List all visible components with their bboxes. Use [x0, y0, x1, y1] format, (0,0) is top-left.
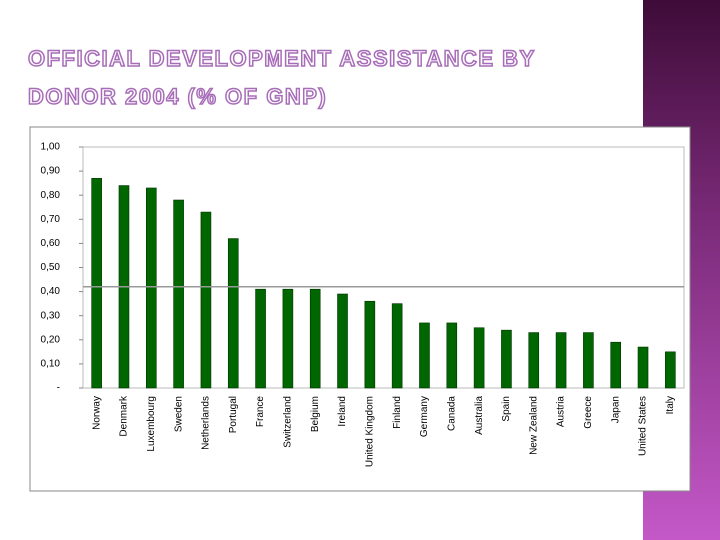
- x-tick-label: Sweden: [173, 396, 184, 432]
- bar: [337, 293, 348, 389]
- bar: [419, 322, 430, 389]
- y-tick-label: 0,20: [41, 334, 61, 345]
- bar: [446, 322, 458, 389]
- bar: [473, 327, 485, 389]
- bar: [173, 199, 184, 389]
- x-tick-label: Finland: [392, 396, 403, 429]
- x-tick-label: Netherlands: [201, 396, 212, 450]
- bar: [610, 341, 622, 389]
- y-tick-label: 1,00: [41, 142, 61, 153]
- x-tick-label: Canada: [446, 396, 457, 431]
- bar: [391, 303, 403, 389]
- bar: [145, 187, 157, 389]
- x-tick-label: Austria: [556, 396, 567, 428]
- bar: [200, 211, 212, 389]
- x-tick-label: Luxembourg: [146, 396, 157, 452]
- y-tick-label: 0,90: [41, 166, 61, 177]
- x-tick-label: United States: [638, 396, 649, 456]
- x-tick-label: Switzerland: [283, 396, 294, 448]
- bar: [282, 288, 294, 389]
- y-tick-label: 0,10: [41, 359, 61, 370]
- y-tick-label: 0,60: [41, 238, 61, 249]
- x-tick-label: United Kingdom: [364, 396, 375, 467]
- bar: [637, 346, 649, 389]
- bar: [364, 300, 376, 389]
- bar: [583, 332, 594, 389]
- bar: [309, 288, 321, 389]
- x-tick-label: Ireland: [337, 396, 348, 427]
- x-tick-label: Denmark: [119, 395, 130, 437]
- x-tick-label: France: [255, 396, 266, 428]
- x-tick-label: Germany: [419, 396, 430, 437]
- bar: [501, 329, 512, 389]
- x-tick-label: Greece: [583, 396, 594, 429]
- x-tick-label: Australia: [474, 396, 485, 435]
- x-tick-label: Japan: [610, 396, 621, 423]
- y-tick-label: 0,30: [41, 310, 61, 321]
- y-tick-label: -: [57, 383, 60, 394]
- chart-title: OFFICIAL DEVELOPMENT ASSISTANCE BY DONOR…: [27, 45, 536, 110]
- bar: [528, 332, 540, 389]
- bar: [555, 332, 567, 389]
- bar: [91, 178, 102, 389]
- bar: [227, 238, 239, 389]
- x-tick-label: Italy: [665, 396, 676, 414]
- chart-frame: [29, 126, 691, 492]
- y-tick-label: 0,50: [41, 262, 61, 273]
- bar: [665, 351, 676, 389]
- y-tick-label: 0,70: [41, 214, 61, 225]
- bar: [255, 288, 266, 389]
- x-tick-label: Belgium: [310, 396, 321, 432]
- x-tick-label: Norway: [91, 396, 102, 430]
- x-tick-label: Portugal: [228, 396, 239, 433]
- x-tick-label: New Zealand: [528, 396, 539, 455]
- x-tick-label: Spain: [501, 396, 512, 422]
- y-tick-label: 0,80: [41, 190, 61, 201]
- y-tick-label: 0,40: [41, 286, 61, 297]
